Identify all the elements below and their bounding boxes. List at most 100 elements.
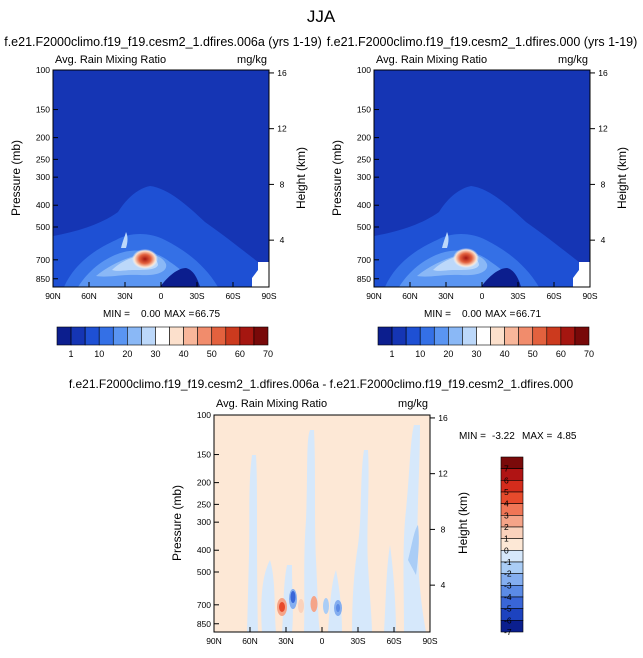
height-tick-label-1: 8 bbox=[280, 179, 285, 189]
colorbar-swatch-11 bbox=[532, 326, 548, 346]
panel-1: f.e21.F2000climo.f19_f19.cesm2_1.dfires.… bbox=[4, 35, 322, 359]
panel-1-min-label: MIN = bbox=[103, 309, 130, 320]
panel-3-variable-label: Avg. Rain Mixing Ratio bbox=[216, 398, 327, 410]
colorbar-swatch-5 bbox=[448, 326, 463, 346]
y-tick-label-1: 150 bbox=[357, 105, 371, 115]
colorbar-label-5: 50 bbox=[528, 349, 538, 359]
colorbar-label-7: 70 bbox=[584, 349, 594, 359]
panel-2-units-label: mg/kg bbox=[558, 54, 588, 66]
panel-1-units-label: mg/kg bbox=[237, 54, 267, 66]
colorbar-label-1: 10 bbox=[94, 349, 104, 359]
colorbar-label-3: 4 bbox=[504, 499, 509, 509]
colorbar-swatch-2 bbox=[405, 326, 421, 346]
x-tick-label-1: 60N bbox=[242, 636, 258, 646]
colorbar-label-13: -6 bbox=[504, 615, 512, 625]
colorbar-label-1: 6 bbox=[504, 475, 509, 485]
panel-2-y-axis-label: Pressure (mb) bbox=[330, 140, 344, 216]
colorbar-swatch-14 bbox=[574, 326, 590, 346]
y-tick-label-7: 700 bbox=[36, 255, 50, 265]
panel-2-contour-field bbox=[374, 70, 590, 287]
panel-3-max-value: 4.85 bbox=[557, 431, 577, 442]
colorbar-swatch-4 bbox=[112, 326, 128, 346]
y-tick-label-1: 150 bbox=[197, 450, 211, 460]
panel-1-variable-label: Avg. Rain Mixing Ratio bbox=[55, 54, 166, 66]
colorbar-label-2: 20 bbox=[122, 349, 132, 359]
height-tick-label-0: 4 bbox=[601, 235, 606, 245]
y-tick-label-8: 850 bbox=[197, 619, 211, 629]
colorbar-label-4: 40 bbox=[500, 349, 510, 359]
panel-1-x-ticks: 90N 60N 30N 0 30S 60S 90S bbox=[45, 282, 277, 301]
y-tick-label-2: 200 bbox=[197, 478, 211, 488]
y-tick-label-5: 400 bbox=[357, 200, 371, 210]
height-tick-label-1: 8 bbox=[601, 179, 606, 189]
height-tick-label-3: 16 bbox=[598, 68, 608, 78]
colorbar-label-0: 1 bbox=[390, 349, 395, 359]
y-tick-label-7: 700 bbox=[197, 600, 211, 610]
y-tick-label-4: 300 bbox=[357, 172, 371, 182]
colorbar-swatch-3 bbox=[98, 326, 114, 346]
panel-3-colorbar: 76 5 43 2 10 -1 -2-3 -4 -5-6 -7 bbox=[500, 456, 524, 637]
colorbar-label-0: 1 bbox=[69, 349, 74, 359]
colorbar-swatch-14 bbox=[253, 326, 269, 346]
colorbar-label-5: 50 bbox=[207, 349, 217, 359]
y-tick-label-3: 250 bbox=[36, 154, 50, 164]
panel-3-min-value: -3.22 bbox=[492, 431, 515, 442]
panel-1-max-value: 66.75 bbox=[195, 309, 220, 320]
y-tick-label-6: 500 bbox=[197, 567, 211, 577]
panel-3-height-ticks: 4 8 12 16 bbox=[430, 413, 448, 590]
colorbar-swatch-12 bbox=[225, 326, 241, 346]
panel-2-min-value: 0.00 bbox=[462, 309, 482, 320]
colorbar-swatch-12 bbox=[546, 326, 562, 346]
colorbar-swatch-9 bbox=[183, 326, 198, 346]
x-tick-label-0: 90N bbox=[45, 291, 61, 301]
panel-2-title: f.e21.F2000climo.f19_f19.cesm2_1.dfires.… bbox=[327, 35, 638, 49]
y-tick-label-3: 250 bbox=[197, 499, 211, 509]
colorbar-swatch-7 bbox=[155, 326, 170, 346]
panel-3-max-label: MAX = bbox=[522, 431, 552, 442]
colorbar-label-11: -4 bbox=[504, 592, 512, 602]
panel-1-height-ticks: 4 8 12 16 bbox=[269, 68, 287, 245]
colorbar-swatch-6 bbox=[462, 326, 477, 346]
colorbar-label-6: 60 bbox=[235, 349, 245, 359]
y-tick-label-0: 100 bbox=[197, 410, 211, 420]
panel-1-colorbar: 1 10 20 30 40 50 60 70 bbox=[56, 326, 273, 359]
y-tick-label-8: 850 bbox=[357, 274, 371, 284]
panel-1-y-axis-label: Pressure (mb) bbox=[9, 140, 23, 216]
colorbar-label-9: -2 bbox=[504, 569, 512, 579]
colorbar-swatch-13 bbox=[239, 326, 255, 346]
colorbar-swatch-3 bbox=[419, 326, 435, 346]
height-tick-label-2: 12 bbox=[598, 124, 608, 134]
colorbar-label-2: 5 bbox=[504, 487, 509, 497]
panel-2-stats: MIN = 0.00 MAX = 66.71 bbox=[424, 309, 541, 320]
y-tick-label-5: 400 bbox=[197, 545, 211, 555]
panel-3-min-label: MIN = bbox=[459, 431, 486, 442]
colorbar-swatch-7 bbox=[476, 326, 491, 346]
y-tick-label-2: 200 bbox=[357, 133, 371, 143]
x-tick-label-6: 90S bbox=[422, 636, 437, 646]
panel-3-height-axis-label: Height (km) bbox=[456, 492, 470, 554]
panel-1-y-ticks: 100 150 200 250 300 400 500 700 850 bbox=[36, 65, 58, 284]
height-tick-label-3: 16 bbox=[277, 68, 287, 78]
panel-2-max-value: 66.71 bbox=[516, 309, 541, 320]
x-tick-label-0: 90N bbox=[366, 291, 382, 301]
colorbar-swatch-10 bbox=[518, 326, 534, 346]
height-tick-label-2: 12 bbox=[438, 469, 448, 479]
panel-1-height-axis-label: Height (km) bbox=[294, 147, 308, 209]
colorbar-label-12: -5 bbox=[504, 604, 512, 614]
panel-1-contour-field bbox=[53, 70, 269, 287]
colorbar-swatch-8 bbox=[490, 326, 505, 346]
x-tick-label-3: 0 bbox=[480, 291, 485, 301]
colorbar-swatch-1 bbox=[391, 326, 407, 346]
y-tick-label-0: 100 bbox=[36, 65, 50, 75]
y-tick-label-5: 400 bbox=[36, 200, 50, 210]
panel-2-variable-label: Avg. Rain Mixing Ratio bbox=[376, 54, 487, 66]
y-tick-label-4: 300 bbox=[36, 172, 50, 182]
panel-3-y-ticks: 100 150 200 250 300 400 500 700 850 bbox=[197, 410, 219, 629]
panel-3-y-axis-label: Pressure (mb) bbox=[170, 485, 184, 561]
x-tick-label-5: 60S bbox=[546, 291, 561, 301]
colorbar-label-14: -7 bbox=[504, 627, 512, 637]
x-tick-label-3: 0 bbox=[159, 291, 164, 301]
x-tick-label-4: 30S bbox=[350, 636, 365, 646]
panel-3-contour-field bbox=[214, 415, 430, 632]
